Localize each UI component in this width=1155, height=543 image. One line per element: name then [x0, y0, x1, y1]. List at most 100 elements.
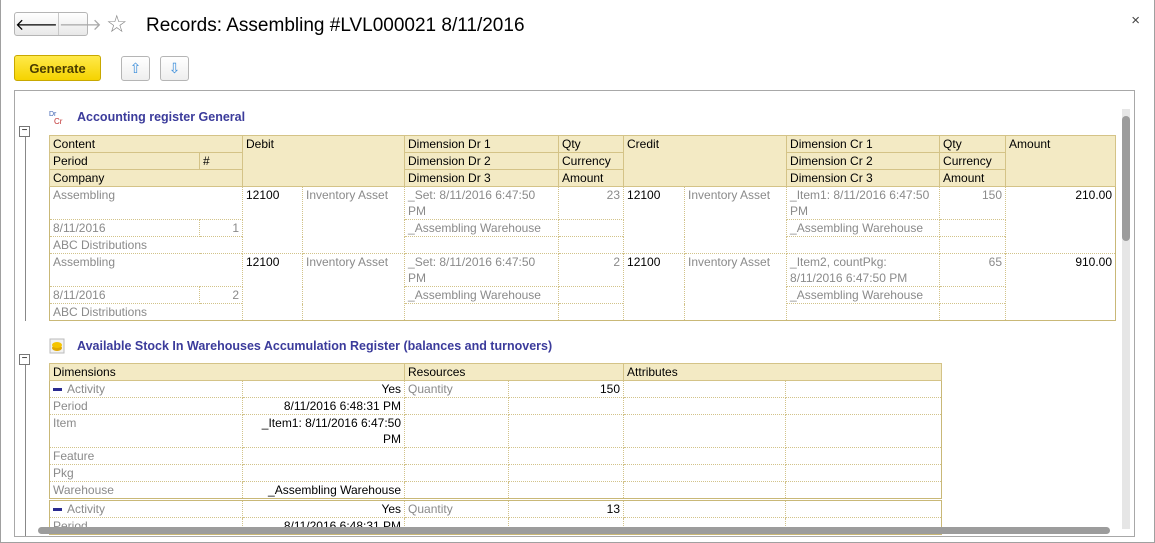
stock-table: Dimensions Resources Attributes Activity…: [48, 363, 943, 535]
cell: [404, 414, 510, 448]
activity-label: Activity: [49, 498, 243, 518]
cell: [558, 286, 625, 304]
move-down-button[interactable]: ⇩: [160, 56, 189, 81]
cell: [939, 236, 1007, 254]
back-button[interactable]: 🡐: [15, 16, 58, 34]
cell: [939, 303, 1007, 321]
cell: [404, 447, 510, 465]
cell: [623, 464, 787, 482]
col-credit: Credit: [623, 135, 788, 187]
cell: 8/11/2016: [49, 219, 200, 237]
move-up-button[interactable]: ⇧: [121, 56, 150, 81]
table-row[interactable]: Activity Yes Quantity 150: [49, 380, 943, 398]
vertical-scroll-thumb[interactable]: [1122, 116, 1130, 241]
cell: [558, 219, 625, 237]
col-content: Content: [49, 135, 243, 153]
cell: 65: [939, 253, 1007, 287]
cell: [786, 303, 941, 321]
cell: Yes: [241, 380, 406, 398]
cell: [404, 303, 560, 321]
cell: ABC Distributions: [49, 236, 243, 254]
accumulation-register-icon: [49, 338, 65, 354]
cell: [404, 481, 510, 500]
cell: [786, 236, 941, 254]
tree-line: [25, 365, 26, 536]
col-dim-dr2: Dimension Dr 2: [404, 152, 560, 170]
table-row[interactable]: Warehouse _Assembling Warehouse: [49, 481, 943, 500]
activity-label: Activity: [49, 380, 243, 398]
table-row[interactable]: Assembling 12100 Inventory Asset _Set: 8/11…: [49, 186, 1117, 254]
cell: [785, 397, 943, 415]
forward-button[interactable]: 🡒: [57, 13, 102, 35]
col-qty-cr: Qty: [939, 135, 1007, 153]
cell: 8/11/2016: [49, 286, 200, 304]
cell: 12100: [623, 186, 686, 254]
cell: 12100: [623, 253, 686, 321]
cell: [623, 481, 787, 500]
col-dim-cr3: Dimension Cr 3: [786, 169, 941, 187]
generate-button[interactable]: Generate: [14, 55, 101, 81]
table-row[interactable]: Feature: [49, 447, 943, 465]
cell: _Set: 8/11/2016 6:47:50 PM: [404, 186, 560, 220]
cell: _Assembling Warehouse: [786, 286, 941, 304]
cell: 150: [508, 380, 625, 398]
cell: [623, 498, 787, 518]
svg-text:Dr: Dr: [49, 111, 57, 118]
col-dim-dr3: Dimension Dr 3: [404, 169, 560, 187]
table-row[interactable]: Item _Item1: 8/11/2016 6:47:50 PM: [49, 414, 943, 448]
cell: [558, 303, 625, 321]
cell: [508, 464, 625, 482]
minus-icon: [53, 388, 62, 392]
table-row[interactable]: Assembling 12100 Inventory Asset _Set: 8/11…: [49, 253, 1117, 321]
cell: [241, 464, 406, 482]
cell: [939, 219, 1007, 237]
cell: 23: [558, 186, 625, 220]
cell: _Item1: 8/11/2016 6:47:50 PM: [241, 414, 406, 448]
cell: [558, 236, 625, 254]
cell: Period: [49, 397, 243, 415]
records-panel: − Dr Cr Accounting register General Conte…: [14, 90, 1135, 537]
cell: ABC Distributions: [49, 303, 243, 321]
horizontal-scroll-thumb[interactable]: [38, 527, 1110, 534]
cell: Assembling: [49, 186, 243, 220]
svg-text:Cr: Cr: [54, 117, 63, 125]
col-debit: Debit: [241, 135, 406, 187]
cell: 150: [939, 186, 1007, 220]
cell: Quantity: [404, 380, 510, 398]
col-amount-cr: Amount: [939, 169, 1007, 187]
cell: Inventory Asset: [684, 253, 788, 321]
cell: _Assembling Warehouse: [404, 286, 560, 304]
close-button[interactable]: ×: [1131, 12, 1140, 29]
cell: Item: [49, 414, 243, 448]
cell: _Assembling Warehouse: [404, 219, 560, 237]
minus-icon: [53, 508, 62, 512]
cell: 12100: [242, 186, 303, 254]
col-resources: Resources: [404, 363, 625, 381]
col-qty-dr: Qty: [558, 135, 625, 153]
table-row[interactable]: Pkg: [49, 464, 943, 482]
section-title-stock: Available Stock In Warehouses Accumulati…: [77, 339, 553, 353]
collapse-toggle[interactable]: −: [19, 354, 30, 365]
cell: Inventory Asset: [301, 186, 406, 254]
cell: _Assembling Warehouse: [786, 219, 941, 237]
cell: [508, 414, 625, 448]
collapse-toggle[interactable]: −: [19, 126, 30, 137]
table-row[interactable]: Period 8/11/2016 6:48:31 PM: [49, 397, 943, 415]
cell: [785, 481, 943, 500]
col-company: Company: [49, 169, 243, 187]
cell: [785, 380, 943, 398]
cell: Yes: [241, 498, 406, 518]
section-title-accounting: Accounting register General: [77, 110, 246, 124]
cell: [508, 481, 625, 500]
accounting-register-icon: Dr Cr: [49, 109, 65, 126]
table-row[interactable]: Activity Yes Quantity 13: [49, 498, 943, 518]
vertical-scrollbar[interactable]: [1122, 109, 1130, 529]
favorite-star-icon[interactable]: ☆: [106, 11, 128, 38]
cell: [939, 286, 1007, 304]
cell: 910.00: [1005, 253, 1117, 321]
cell: [508, 447, 625, 465]
cell: _Assembling Warehouse: [241, 481, 406, 500]
cell: Assembling: [49, 253, 243, 287]
col-attributes: Attributes: [623, 363, 943, 381]
